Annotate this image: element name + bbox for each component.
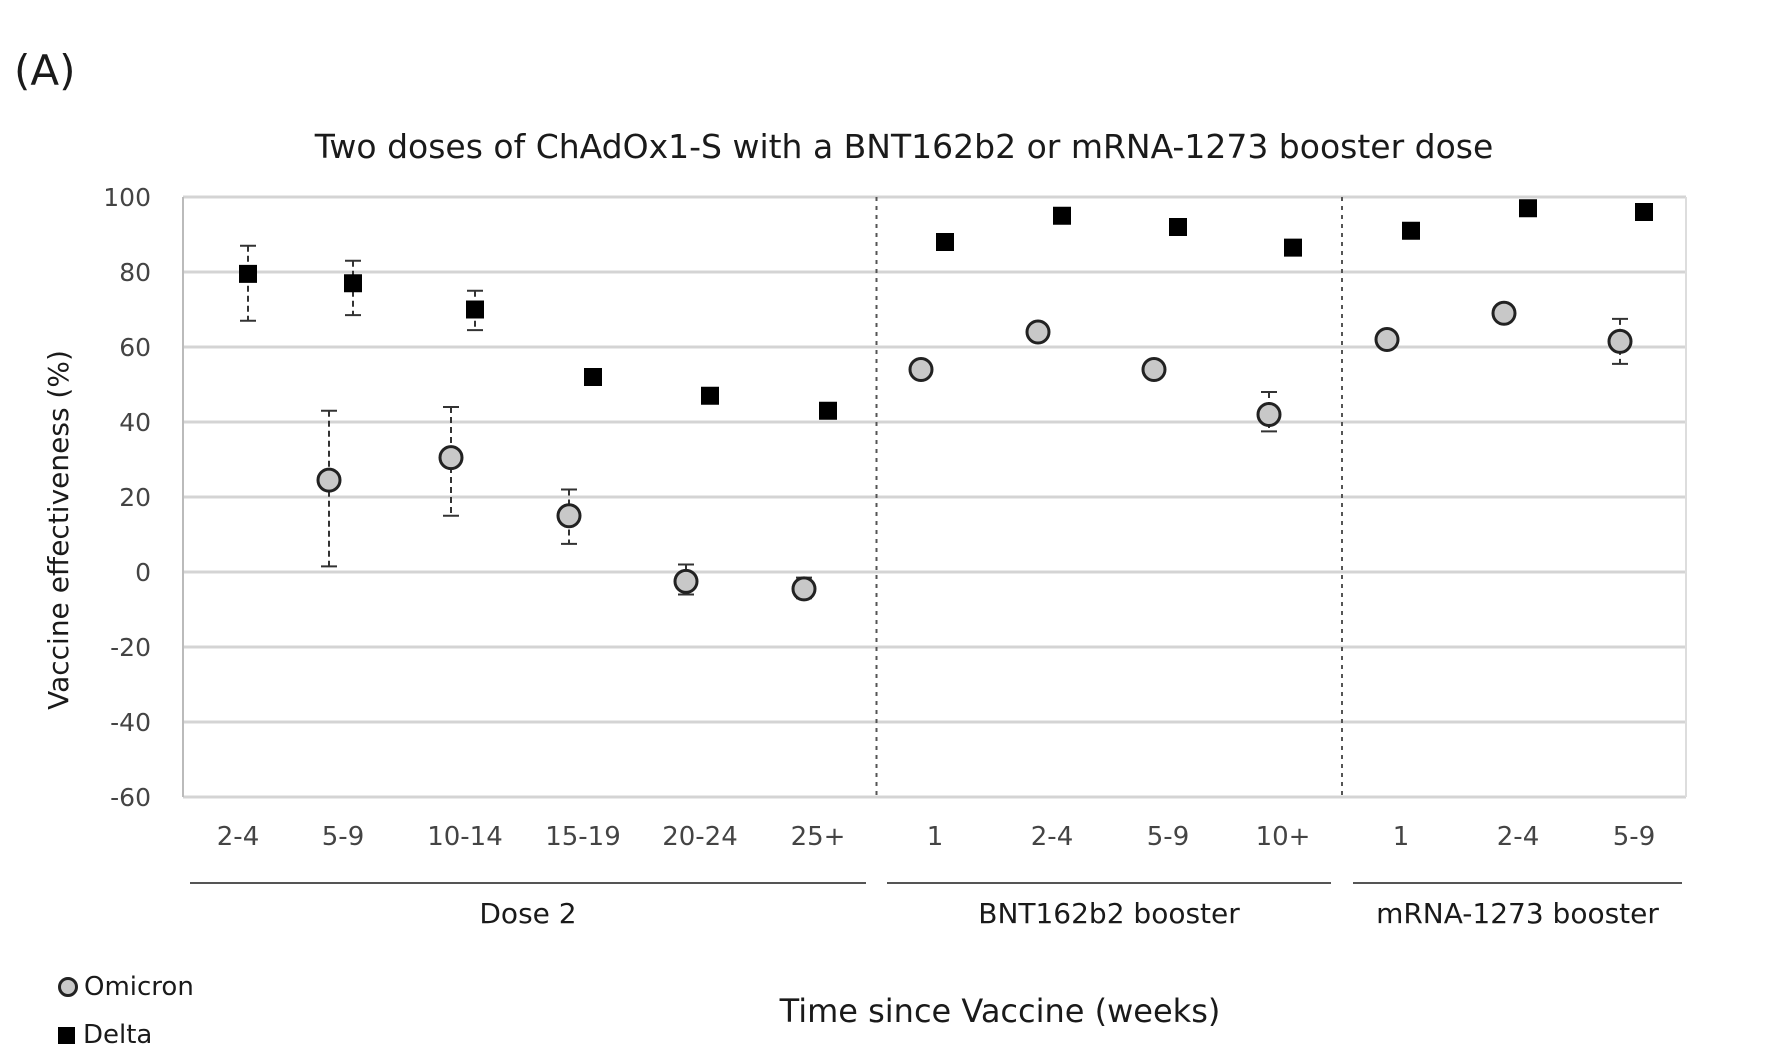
data-point-omicron: [1256, 402, 1282, 427]
circle-marker-icon: [58, 977, 78, 997]
data-point-delta: [239, 264, 257, 283]
y-tick-label: 60: [119, 333, 151, 362]
data-point-delta: [584, 368, 602, 386]
x-tick-label: 15-19: [545, 822, 621, 852]
y-tick-label: -40: [110, 708, 151, 737]
legend-label-omicron: Omicron: [84, 972, 194, 1002]
x-tick-label: 2-4: [1031, 822, 1073, 852]
x-tick-label: 1: [927, 822, 944, 852]
data-point-delta: [701, 386, 719, 405]
panel-label: (A): [14, 46, 76, 95]
legend-item-omicron: Omicron: [58, 972, 194, 1002]
data-point-delta: [344, 274, 362, 293]
y-tick-label: 20: [119, 483, 151, 512]
data-point-omicron: [673, 568, 699, 594]
data-point-omicron: [908, 357, 934, 382]
data-point-delta: [819, 401, 837, 420]
x-tick-label: 10-14: [427, 822, 503, 852]
data-point-omicron: [1374, 327, 1400, 352]
x-tick-label: 5-9: [322, 822, 364, 852]
data-point-omicron: [1491, 300, 1517, 326]
x-tick-label: 25+: [791, 822, 846, 852]
data-point-delta: [1635, 203, 1653, 221]
y-tick-label: 40: [119, 408, 151, 437]
x-tick-label: 2-4: [1497, 822, 1539, 852]
x-axis-title: Time since Vaccine (weeks): [779, 992, 1221, 1030]
data-point-omicron: [791, 576, 817, 602]
data-point-delta: [1284, 238, 1302, 257]
data-point-omicron: [1607, 328, 1633, 354]
data-point-omicron: [556, 503, 582, 529]
y-tick-label: -60: [110, 783, 151, 812]
x-tick-label: 5-9: [1147, 822, 1189, 852]
y-tick-label: 100: [103, 183, 151, 212]
data-point-omicron: [316, 467, 342, 493]
square-marker-icon: [58, 1026, 75, 1044]
data-point-omicron: [1025, 319, 1051, 345]
data-point-delta: [1402, 221, 1420, 240]
x-tick-label: 20-24: [662, 822, 738, 852]
x-tick-label: 10+: [1256, 822, 1311, 852]
legend-item-delta: Delta: [58, 1020, 152, 1050]
data-point-delta: [1053, 206, 1071, 225]
data-point-omicron: [438, 445, 464, 471]
data-point-delta: [466, 300, 484, 319]
data-point-delta: [1519, 199, 1537, 218]
y-tick-label: 0: [135, 558, 151, 587]
x-tick-label: 2-4: [217, 822, 259, 852]
chart-title: Two doses of ChAdOx1-S with a BNT162b2 o…: [314, 127, 1494, 166]
y-axis-title: Vaccine effectiveness (%): [42, 350, 75, 710]
group-label: Dose 2: [479, 897, 576, 930]
legend-label-delta: Delta: [83, 1020, 153, 1050]
group-label: mRNA-1273 booster: [1376, 897, 1659, 930]
group-label: BNT162b2 booster: [978, 897, 1240, 930]
x-tick-label: 1: [1393, 822, 1410, 852]
y-tick-label: -20: [110, 633, 151, 662]
x-tick-label: 5-9: [1613, 822, 1655, 852]
data-point-omicron: [1141, 357, 1167, 382]
data-point-delta: [936, 233, 954, 251]
y-tick-label: 80: [119, 258, 151, 287]
data-point-delta: [1169, 218, 1187, 236]
